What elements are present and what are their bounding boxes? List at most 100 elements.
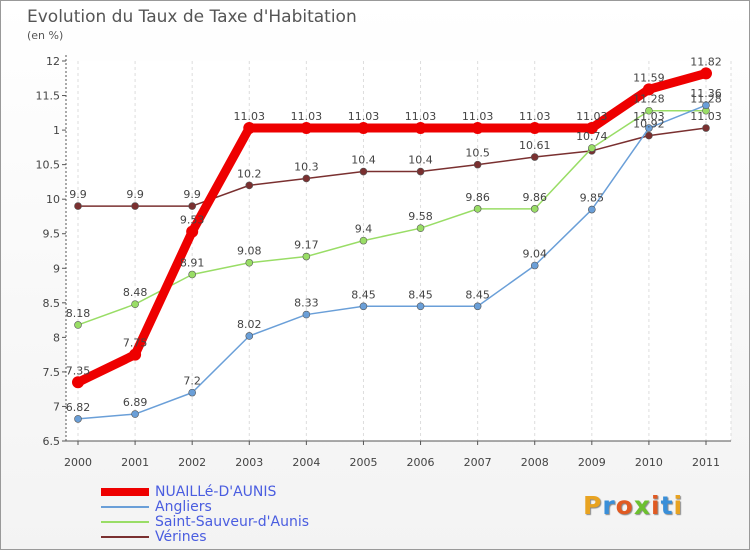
data-label: 10.5 xyxy=(465,147,490,160)
data-label: 8.45 xyxy=(465,288,490,301)
data-label: 9.9 xyxy=(126,188,144,201)
y-tick-label: 8 xyxy=(53,331,60,344)
data-label: 8.18 xyxy=(66,307,91,320)
data-point xyxy=(528,122,541,135)
legend-swatch xyxy=(101,536,149,538)
legend-label: NUAILLé-D'AUNIS xyxy=(155,484,277,500)
data-label: 7.2 xyxy=(183,375,201,388)
data-point xyxy=(359,302,368,311)
data-label: 9.58 xyxy=(408,210,433,223)
y-tick-label: 9 xyxy=(53,262,60,275)
proxiti-logo: Proxiti xyxy=(583,491,683,520)
data-label: 8.45 xyxy=(408,288,433,301)
series-line-3 xyxy=(77,127,707,207)
series-line-2 xyxy=(77,109,707,326)
x-tick-label: 2007 xyxy=(464,456,492,469)
data-label: 10.74 xyxy=(576,130,608,143)
data-point xyxy=(359,236,368,245)
data-point xyxy=(645,124,653,132)
data-point xyxy=(74,202,82,210)
data-point xyxy=(530,153,539,161)
data-label: 8.02 xyxy=(237,318,262,331)
data-label: 6.89 xyxy=(123,396,148,409)
data-point xyxy=(131,300,139,309)
data-label: 11.59 xyxy=(633,71,665,84)
data-label: 11.03 xyxy=(405,110,437,123)
data-label: 9.17 xyxy=(294,239,319,252)
data-point xyxy=(357,122,370,135)
legend-label: Saint-Sauveur-d'Aunis xyxy=(155,514,310,530)
x-tick-label: 2009 xyxy=(578,456,606,469)
data-label: 10.4 xyxy=(408,154,433,167)
data-label: 11.03 xyxy=(291,110,323,123)
data-label: 10.3 xyxy=(294,160,319,173)
x-tick-label: 2002 xyxy=(178,456,206,469)
y-tick-label: 7 xyxy=(53,400,60,413)
legend-swatch xyxy=(101,521,149,523)
data-point xyxy=(245,258,254,267)
y-tick-label: 8.5 xyxy=(43,297,61,310)
data-label: 11.28 xyxy=(633,93,665,106)
data-label: 7.75 xyxy=(123,337,148,350)
data-point xyxy=(700,67,712,80)
data-point xyxy=(129,348,142,361)
data-point xyxy=(300,122,313,135)
data-label: 9.86 xyxy=(522,191,547,204)
data-label: 11.03 xyxy=(633,110,665,123)
data-label: 8.33 xyxy=(294,297,319,310)
x-tick-label: 2006 xyxy=(407,456,435,469)
y-tick-label: 1 xyxy=(53,124,60,137)
data-point xyxy=(74,321,82,329)
data-point xyxy=(530,261,539,270)
data-point xyxy=(245,181,254,190)
data-point xyxy=(416,302,425,311)
y-tick-label: 11.5 xyxy=(36,90,61,103)
legend-label: Vérines xyxy=(155,529,207,545)
data-label: 10.92 xyxy=(633,118,665,131)
data-point xyxy=(245,332,254,340)
data-label: 7.35 xyxy=(66,364,91,377)
data-label: 8.45 xyxy=(351,288,376,301)
x-tick-label: 2010 xyxy=(635,456,663,469)
logo-letter: t xyxy=(660,491,674,520)
data-label: 9.9 xyxy=(69,188,87,201)
data-point xyxy=(702,101,710,110)
data-label: 11.03 xyxy=(576,110,608,123)
data-point xyxy=(186,225,199,238)
y-tick-label: 12 xyxy=(46,55,60,68)
data-label: 9.53 xyxy=(180,214,205,227)
y-tick-label: 7.5 xyxy=(43,366,61,379)
data-point xyxy=(702,124,710,132)
y-tick-label: 9.5 xyxy=(43,228,61,241)
data-label: 11.03 xyxy=(519,110,551,123)
data-point xyxy=(530,205,539,213)
logo-letter: i xyxy=(673,491,684,520)
data-point xyxy=(188,270,196,279)
data-point xyxy=(302,310,311,319)
data-point xyxy=(131,410,139,418)
logo-letter: P xyxy=(583,491,603,520)
data-point xyxy=(642,83,655,96)
data-label: 11.28 xyxy=(690,93,722,106)
x-tick-label: 2008 xyxy=(521,456,549,469)
data-point xyxy=(188,388,196,397)
data-point xyxy=(645,131,653,140)
plot-area xyxy=(66,61,731,441)
legend-swatch xyxy=(101,488,149,496)
x-tick-label: 2011 xyxy=(692,456,720,469)
data-point xyxy=(471,122,484,135)
x-tick-label: 2005 xyxy=(349,456,377,469)
logo-letter: x xyxy=(633,491,651,520)
data-label: 9.86 xyxy=(465,191,490,204)
data-label: 11.03 xyxy=(462,110,494,123)
x-tick-label: 2000 xyxy=(64,456,92,469)
data-point xyxy=(74,415,82,423)
x-tick-label: 2004 xyxy=(292,456,320,469)
data-label: 9.04 xyxy=(522,248,547,261)
data-point xyxy=(72,376,84,389)
data-label: 9.9 xyxy=(183,188,201,201)
y-tick-label: 6.5 xyxy=(43,435,61,448)
data-label: 11.03 xyxy=(234,110,266,123)
data-point xyxy=(585,122,598,135)
